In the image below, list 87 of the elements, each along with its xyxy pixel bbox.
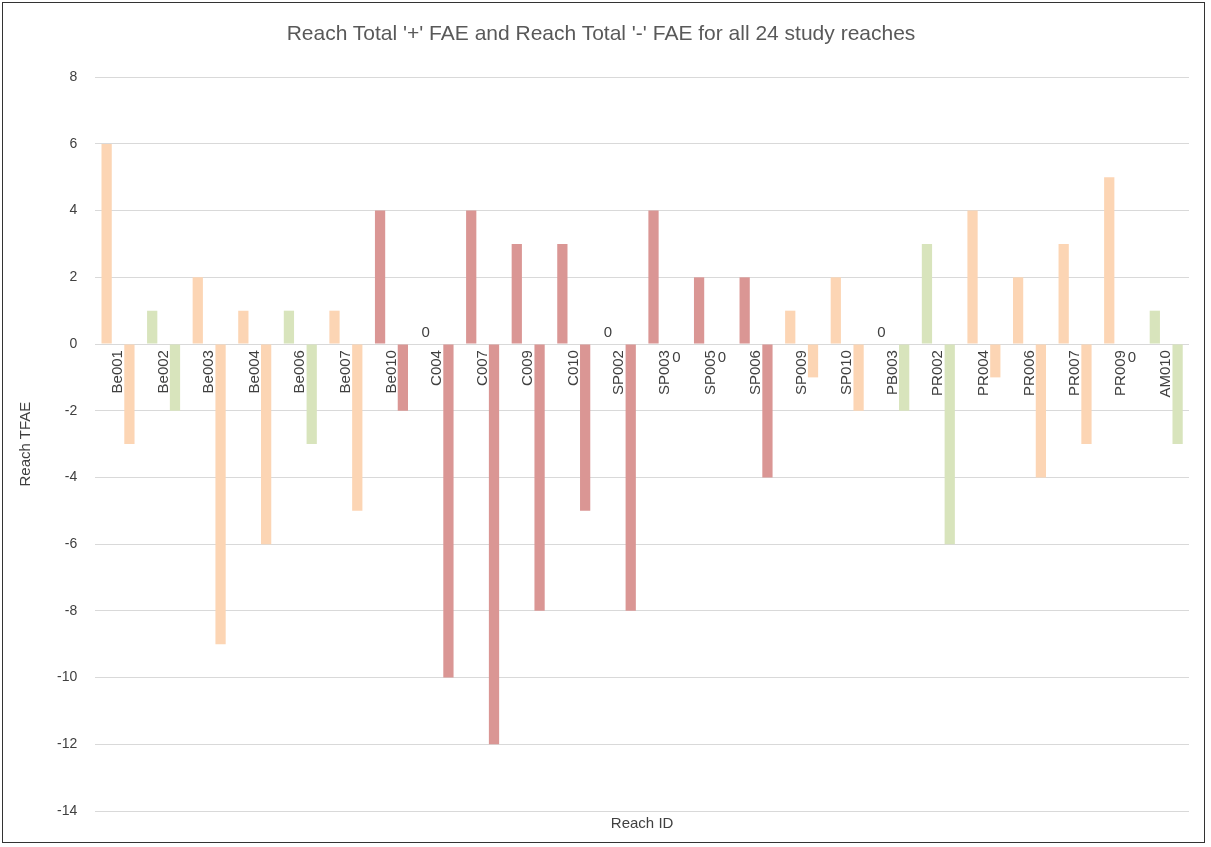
bar <box>488 344 500 745</box>
bar <box>830 277 841 344</box>
bar <box>557 243 568 344</box>
x-tick-label: C004 <box>427 350 445 386</box>
bar <box>329 310 340 344</box>
x-tick-label: Be007 <box>336 350 354 394</box>
y-tick-label: -4 <box>64 468 78 485</box>
bar <box>374 210 386 344</box>
y-tick-label: 4 <box>69 201 78 218</box>
bar <box>169 344 181 411</box>
x-tick-label: SP006 <box>746 350 764 396</box>
bar <box>921 243 933 344</box>
bar <box>1149 310 1160 344</box>
x-axis-title: Reach ID <box>610 814 674 832</box>
bar <box>648 210 659 344</box>
bar <box>1081 344 1092 445</box>
bar <box>124 344 135 445</box>
x-tick-label: PR007 <box>1065 350 1083 396</box>
y-tick-label: -8 <box>64 601 78 618</box>
bar <box>580 344 591 511</box>
x-tick-label: Be001 <box>108 350 126 394</box>
bar <box>1058 243 1069 344</box>
x-tick-label: Be003 <box>199 350 217 394</box>
bar <box>967 210 978 344</box>
data-label: 0 <box>1127 347 1137 365</box>
bar <box>192 277 203 344</box>
x-tick-label: PR004 <box>974 350 992 396</box>
x-tick-label: PR009 <box>1110 350 1128 396</box>
bar <box>306 344 317 445</box>
data-label: 0 <box>877 322 886 340</box>
y-tick-label: -10 <box>57 668 78 685</box>
data-label: 0 <box>603 322 613 340</box>
bar <box>352 344 363 511</box>
bar <box>511 243 522 344</box>
bar <box>944 344 955 545</box>
x-tick-label: SP010 <box>837 350 855 396</box>
bar <box>1012 277 1024 344</box>
y-axis-title: Reach TFAE <box>16 401 34 487</box>
x-tick-label: SP002 <box>609 350 627 396</box>
bar <box>807 344 819 378</box>
bar <box>534 344 545 611</box>
x-tick-label: SP003 <box>655 350 673 396</box>
y-tick-label: 8 <box>69 68 78 85</box>
bar <box>397 344 408 411</box>
x-tick-label: PR006 <box>1019 350 1037 396</box>
bar <box>1172 344 1183 445</box>
bar <box>625 344 636 611</box>
y-tick-label: -14 <box>57 801 78 818</box>
bar <box>739 277 750 344</box>
x-tick-label: Be006 <box>290 350 308 394</box>
x-tick-label: C007 <box>472 350 490 386</box>
bar <box>283 310 295 344</box>
bar <box>693 277 705 344</box>
bar <box>443 344 454 678</box>
x-tick-label: PR002 <box>928 350 946 396</box>
bar <box>1104 177 1115 344</box>
bar <box>1035 344 1047 478</box>
x-tick-label: Be004 <box>244 350 262 394</box>
x-tick-label: C010 <box>563 350 581 386</box>
bar <box>101 143 112 344</box>
bar <box>466 210 477 344</box>
data-label: 0 <box>421 322 430 340</box>
y-tick-label: 6 <box>69 134 78 151</box>
y-tick-label: -12 <box>57 735 78 752</box>
bar <box>785 310 796 344</box>
x-tick-label: SP005 <box>700 350 718 396</box>
bar <box>238 310 249 344</box>
x-tick-label: PB003 <box>882 350 900 396</box>
bar <box>261 344 272 545</box>
bar <box>899 344 910 411</box>
bar <box>853 344 864 411</box>
x-tick-label: AM010 <box>1156 350 1174 398</box>
x-tick-label: Be010 <box>381 350 399 394</box>
chart-title: Reach Total '+' FAE and Reach Total '-' FAE for all 24 study reaches <box>286 21 916 45</box>
bar <box>990 344 1001 378</box>
data-label: 0 <box>672 347 681 365</box>
x-tick-label: Be002 <box>153 350 171 394</box>
x-tick-label: SP009 <box>791 350 809 396</box>
x-tick-label: C009 <box>518 350 536 386</box>
y-tick-label: 2 <box>69 268 78 285</box>
data-label: 0 <box>717 347 727 365</box>
bar <box>215 344 226 645</box>
y-tick-label: -2 <box>64 401 78 418</box>
bar <box>147 310 158 344</box>
bar <box>762 344 773 478</box>
y-tick-label: 0 <box>69 334 78 351</box>
y-tick-label: -6 <box>64 535 78 552</box>
